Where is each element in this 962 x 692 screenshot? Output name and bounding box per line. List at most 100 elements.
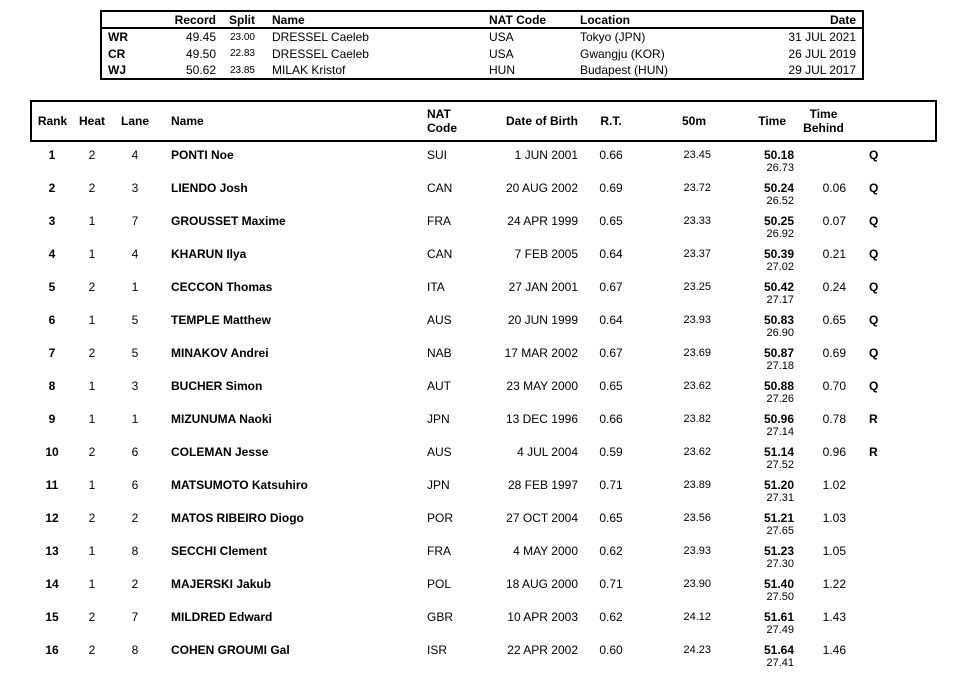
- second-50-split: 27.18: [766, 360, 794, 372]
- nat-code-cell: FRA: [427, 544, 451, 558]
- final-time: 50.88: [763, 379, 794, 393]
- qualify-mark-cell: [851, 505, 936, 538]
- final-time-cell: 50.87 27.18: [716, 340, 796, 373]
- results-header-reaction-time: R.T.: [581, 100, 641, 142]
- date-of-birth-cell: 28 FEB 1997: [507, 478, 578, 492]
- result-row: 12 2 2 MATOS RIBEIRO Diogo POR 27 OCT 20…: [31, 505, 936, 538]
- heat-cell: 2: [88, 346, 96, 360]
- results-header-time-behind: Time Behind: [796, 100, 851, 142]
- record-row: CR 49.50 22.83 DRESSEL Caeleb USA Gwangj…: [101, 45, 863, 62]
- second-50-split: 27.52: [766, 459, 794, 471]
- records-header-name: Name: [259, 11, 487, 29]
- heat-cell: 2: [88, 610, 96, 624]
- records-header-row: Record Split Name NAT Code Location Date: [101, 11, 863, 29]
- record-row: WJ 50.62 23.85 MILAK Kristof HUN Budapes…: [101, 62, 863, 79]
- nat-code-cell: POR: [427, 511, 454, 525]
- nat-code-cell: ITA: [427, 280, 445, 294]
- result-row: 14 1 2 MAJERSKI Jakub POL 18 AUG 2000 0.…: [31, 571, 936, 604]
- records-header-record: Record: [137, 11, 219, 29]
- time-behind-cell: 1.02: [822, 478, 846, 492]
- heat-cell: 1: [88, 412, 96, 426]
- heat-cell: 2: [88, 148, 96, 162]
- swimmer-name-cell: MILDRED Edward: [171, 610, 273, 624]
- nat-code-cell: POL: [427, 577, 452, 591]
- heat-cell: 1: [88, 313, 96, 327]
- reaction-time-cell: 0.60: [599, 643, 623, 657]
- qualify-mark-cell: Q: [869, 148, 879, 162]
- record-location-cell: Gwangju (KOR): [580, 46, 665, 61]
- rank-cell: 1: [48, 148, 56, 162]
- lane-cell: 3: [131, 181, 139, 195]
- nat-code-cell: CAN: [427, 181, 453, 195]
- final-time-cell: 51.64 27.41: [716, 637, 796, 670]
- record-date-cell: 26 JUL 2019: [788, 46, 856, 61]
- swimmer-name-cell: MIZUNUMA Naoki: [171, 412, 272, 426]
- second-50-split: 27.14: [766, 426, 794, 438]
- reaction-time-cell: 0.62: [599, 544, 623, 558]
- split-50m-cell: 23.62: [683, 380, 711, 392]
- result-row: 10 2 6 COLEMAN Jesse AUS 4 JUL 2004 0.59…: [31, 439, 936, 472]
- lane-cell: 8: [131, 544, 139, 558]
- records-table: Record Split Name NAT Code Location Date…: [100, 10, 864, 80]
- time-behind-cell: [796, 141, 851, 175]
- records-header-nat-code: NAT Code: [487, 11, 579, 29]
- result-row: 11 1 6 MATSUMOTO Katsuhiro JPN 28 FEB 19…: [31, 472, 936, 505]
- swimmer-name-cell: CECCON Thomas: [171, 280, 273, 294]
- reaction-time-cell: 0.64: [599, 247, 623, 261]
- time-behind-cell: 0.96: [822, 445, 846, 459]
- results-header-name: Name: [159, 100, 406, 142]
- rank-cell: 15: [45, 610, 59, 624]
- time-behind-cell: 1.46: [822, 643, 846, 657]
- results-header-time: Time: [716, 100, 796, 142]
- second-50-split: 26.52: [766, 195, 794, 207]
- record-holder-cell: MILAK Kristof: [272, 63, 346, 77]
- rank-cell: 5: [48, 280, 56, 294]
- qualify-mark-cell: R: [869, 412, 878, 426]
- lane-cell: 4: [131, 148, 139, 162]
- records-header-label: [101, 11, 137, 29]
- rank-cell: 14: [45, 577, 59, 591]
- nat-code-cell: CAN: [427, 247, 453, 261]
- final-time: 51.23: [763, 544, 794, 558]
- second-50-split: 27.50: [766, 591, 794, 603]
- results-table: Rank Heat Lane Name NAT Code Date of Bir…: [30, 100, 937, 670]
- second-50-split: 27.17: [766, 294, 794, 306]
- swimmer-name-cell: GROUSSET Maxime: [171, 214, 286, 228]
- time-behind-cell: 1.43: [822, 610, 846, 624]
- swimmer-name-cell: MATSUMOTO Katsuhiro: [171, 478, 308, 492]
- date-of-birth-cell: 4 MAY 2000: [513, 544, 578, 558]
- reaction-time-cell: 0.66: [599, 412, 623, 426]
- reaction-time-cell: 0.62: [599, 610, 623, 624]
- lane-cell: 1: [131, 280, 139, 294]
- heat-cell: 2: [88, 643, 96, 657]
- lane-cell: 2: [131, 577, 139, 591]
- reaction-time-cell: 0.65: [599, 214, 623, 228]
- records-header-date: Date: [744, 11, 863, 29]
- time-behind-cell: 1.22: [822, 577, 846, 591]
- final-time: 50.18: [763, 148, 794, 162]
- record-time-cell: 50.62: [185, 63, 216, 77]
- heat-cell: 1: [88, 544, 96, 558]
- second-50-split: 27.65: [766, 525, 794, 537]
- heat-cell: 2: [88, 445, 96, 459]
- date-of-birth-cell: 13 DEC 1996: [505, 412, 578, 426]
- split-50m-cell: 23.56: [683, 512, 711, 524]
- final-time-cell: 51.20 27.31: [716, 472, 796, 505]
- record-time-cell: 49.45: [185, 30, 216, 44]
- date-of-birth-cell: 22 APR 2002: [507, 643, 578, 657]
- final-time-cell: 50.83 26.90: [716, 307, 796, 340]
- split-50m-cell: 23.72: [683, 182, 711, 194]
- result-row: 1 2 4 PONTI Noe SUI 1 JUN 2001 0.66 23.4…: [31, 141, 936, 175]
- results-header-row: Rank Heat Lane Name NAT Code Date of Bir…: [30, 100, 937, 142]
- final-time: 50.42: [763, 280, 794, 294]
- final-time-cell: 50.39 27.02: [716, 241, 796, 274]
- heat-cell: 2: [88, 280, 96, 294]
- date-of-birth-cell: 18 AUG 2000: [505, 577, 578, 591]
- qualify-mark-cell: Q: [869, 379, 879, 393]
- qualify-mark-cell: [851, 538, 936, 571]
- nat-code-cell: NAB: [427, 346, 452, 360]
- rank-cell: 3: [48, 214, 56, 228]
- swimmer-name-cell: LIENDO Josh: [171, 181, 248, 195]
- split-50m-cell: 23.25: [683, 281, 711, 293]
- swimmer-name-cell: MAJERSKI Jakub: [171, 577, 272, 591]
